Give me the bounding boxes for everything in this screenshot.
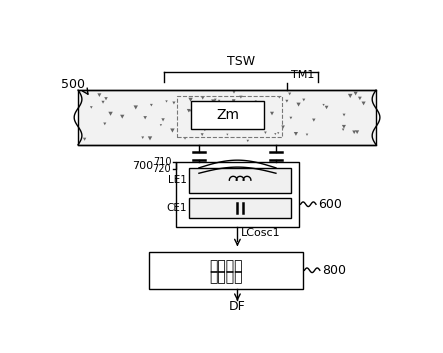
Polygon shape: [288, 92, 291, 95]
Polygon shape: [255, 101, 257, 102]
Text: TSW: TSW: [227, 55, 255, 68]
Polygon shape: [348, 94, 353, 98]
Polygon shape: [285, 100, 288, 103]
Polygon shape: [104, 97, 108, 100]
Polygon shape: [204, 129, 206, 131]
Polygon shape: [187, 109, 190, 113]
Polygon shape: [172, 102, 175, 104]
Polygon shape: [354, 92, 358, 95]
Bar: [149, 252, 303, 289]
Polygon shape: [246, 140, 249, 142]
Bar: [189, 168, 291, 192]
Bar: [189, 198, 291, 218]
Polygon shape: [90, 106, 93, 109]
Polygon shape: [217, 107, 219, 109]
Text: Zm: Zm: [216, 108, 239, 122]
Polygon shape: [214, 98, 217, 101]
Polygon shape: [201, 133, 204, 136]
Polygon shape: [361, 102, 365, 105]
Polygon shape: [312, 119, 315, 122]
Polygon shape: [189, 110, 191, 112]
Polygon shape: [232, 90, 236, 94]
Polygon shape: [101, 101, 105, 104]
Text: LE1: LE1: [168, 175, 187, 185]
Text: 500: 500: [62, 78, 85, 91]
Polygon shape: [109, 112, 113, 116]
Polygon shape: [232, 100, 235, 103]
Polygon shape: [141, 136, 144, 139]
Polygon shape: [170, 128, 175, 133]
Bar: [191, 101, 264, 128]
Polygon shape: [358, 97, 362, 100]
Polygon shape: [352, 131, 356, 134]
Polygon shape: [232, 99, 236, 103]
Polygon shape: [205, 111, 208, 114]
Polygon shape: [355, 130, 359, 134]
Polygon shape: [289, 117, 292, 119]
Polygon shape: [226, 134, 229, 136]
Text: LCosc1: LCosc1: [241, 228, 280, 238]
Polygon shape: [218, 100, 220, 102]
Polygon shape: [161, 118, 165, 121]
Polygon shape: [277, 132, 280, 134]
Text: 710: 710: [153, 157, 171, 167]
Bar: [177, 96, 282, 137]
Polygon shape: [148, 136, 152, 140]
Text: 800: 800: [322, 264, 346, 277]
Polygon shape: [160, 124, 162, 126]
Text: 检测电路: 检测电路: [209, 270, 243, 284]
Text: 触摸操作: 触摸操作: [209, 259, 243, 274]
Polygon shape: [342, 128, 345, 131]
Polygon shape: [223, 122, 225, 125]
Polygon shape: [97, 93, 101, 97]
Polygon shape: [144, 116, 147, 119]
Polygon shape: [306, 133, 308, 136]
Polygon shape: [325, 106, 328, 109]
Polygon shape: [239, 96, 242, 98]
Text: 700: 700: [132, 161, 154, 170]
Polygon shape: [323, 104, 325, 106]
Polygon shape: [212, 116, 215, 119]
Polygon shape: [252, 117, 255, 120]
Polygon shape: [342, 114, 346, 116]
Polygon shape: [201, 97, 204, 100]
Text: 720: 720: [152, 164, 171, 174]
Polygon shape: [103, 122, 106, 125]
Bar: [78, 90, 376, 145]
Text: 600: 600: [318, 198, 342, 211]
Polygon shape: [226, 125, 228, 127]
Polygon shape: [294, 132, 298, 136]
Polygon shape: [270, 112, 274, 115]
Polygon shape: [264, 132, 267, 134]
Polygon shape: [150, 104, 153, 107]
Polygon shape: [342, 125, 346, 128]
Polygon shape: [183, 137, 187, 140]
Polygon shape: [120, 115, 124, 119]
Text: TM1: TM1: [291, 71, 315, 80]
Bar: [176, 162, 299, 227]
Polygon shape: [274, 133, 276, 135]
Polygon shape: [281, 125, 285, 129]
Text: DF: DF: [229, 300, 246, 313]
Polygon shape: [83, 138, 86, 141]
Polygon shape: [296, 103, 301, 107]
Polygon shape: [219, 119, 222, 121]
Polygon shape: [278, 96, 280, 98]
Polygon shape: [208, 125, 210, 127]
Polygon shape: [302, 98, 305, 101]
Polygon shape: [165, 100, 168, 103]
Polygon shape: [211, 100, 216, 103]
Polygon shape: [191, 116, 195, 120]
Text: CE1: CE1: [166, 203, 187, 213]
Polygon shape: [133, 106, 138, 109]
Polygon shape: [237, 116, 239, 118]
Polygon shape: [188, 98, 193, 102]
